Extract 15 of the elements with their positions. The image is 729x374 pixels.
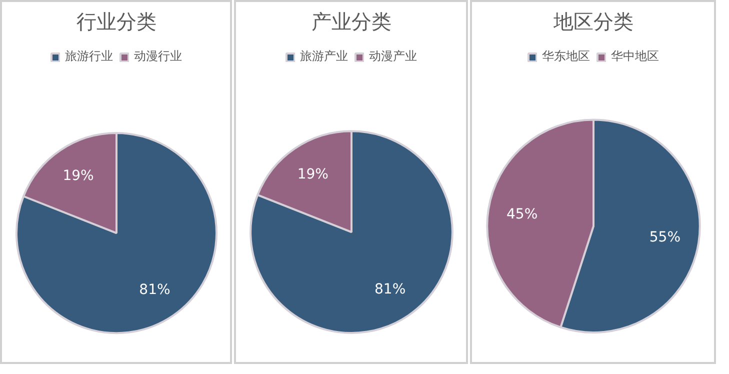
legend-label: 华中地区 [611, 48, 659, 65]
data-label: 45% [506, 206, 538, 223]
legend-label: 旅游行业 [65, 48, 113, 65]
legend-label: 华东地区 [542, 48, 590, 65]
data-label: 81% [139, 282, 170, 298]
legend-label: 动漫行业 [134, 48, 182, 65]
legend-label: 旅游产业 [300, 48, 348, 65]
chart-title: 行业分类 [76, 10, 156, 34]
data-label: 19% [297, 166, 328, 183]
data-label: 19% [62, 168, 94, 184]
data-label: 55% [649, 230, 681, 246]
data-label: 81% [374, 282, 406, 298]
legend-label: 动漫产业 [369, 48, 417, 65]
chart-title: 地区分类 [552, 10, 634, 34]
chart-title: 产业分类 [312, 10, 392, 34]
